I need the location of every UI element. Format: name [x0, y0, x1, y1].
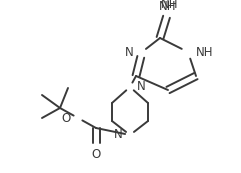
- Text: O: O: [62, 112, 71, 125]
- Text: NH: NH: [196, 45, 214, 58]
- Text: N: N: [125, 45, 134, 58]
- Text: NH: NH: [159, 1, 177, 13]
- Text: O: O: [91, 148, 101, 161]
- Text: N: N: [137, 80, 146, 93]
- Text: N: N: [114, 129, 123, 142]
- Text: NH: NH: [161, 0, 179, 11]
